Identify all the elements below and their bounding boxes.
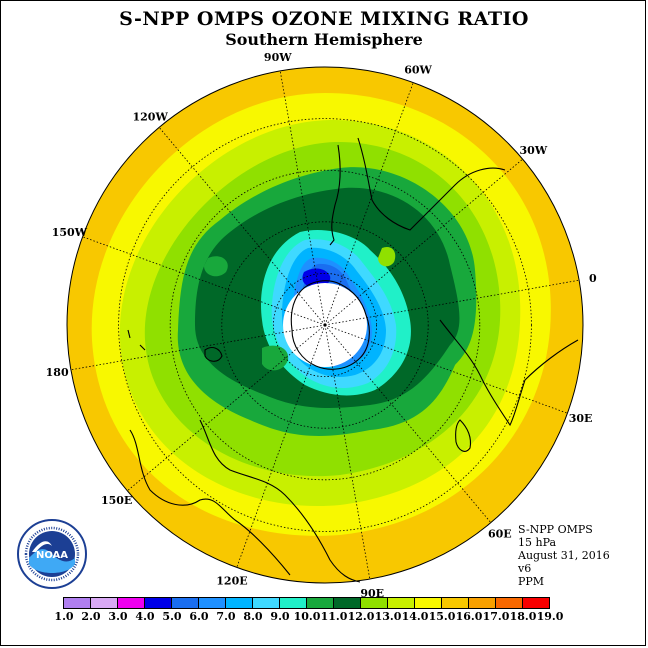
meridian-line [324, 82, 414, 326]
colorbar-swatch [63, 597, 91, 609]
colorbar-tick-label: 8.0 [243, 610, 263, 623]
longitude-label: 90E [360, 587, 384, 600]
contour-patch [378, 246, 396, 267]
latitude-circle [272, 272, 377, 377]
madagascar-coast [455, 419, 472, 452]
colorbar-ticks: 1.0 2.0 3.0 4.0 5.0 6.0 7.0 8.0 9.0 10.0 11.0 12.0 1… [0, 610, 648, 624]
colorbar-swatch [144, 597, 172, 609]
hemisphere-boundary [66, 66, 584, 584]
south-america-east-coast [357, 137, 506, 231]
meridian-line [324, 324, 492, 523]
colorbar-swatch [306, 597, 334, 609]
australia-coast [199, 419, 361, 583]
colorbar-tick-label: 10.0 [293, 610, 321, 623]
colorbar-tick-label: 1.0 [54, 610, 74, 623]
info-product: S-NPP OMPS [518, 523, 593, 536]
south-america-coast [329, 144, 341, 246]
colorbar-swatch [495, 597, 523, 609]
noaa-logo-text: NOAA [36, 550, 68, 561]
colorbar-swatch [198, 597, 226, 609]
colorbar-swatch [522, 597, 550, 609]
antarctica-coast [290, 280, 370, 370]
colorbar-swatch [387, 597, 415, 609]
colorbar-tick-label: 15.0 [428, 610, 456, 623]
colorbar-swatch [279, 597, 307, 609]
longitude-label: 120W [132, 111, 168, 124]
longitude-label: 30E [569, 412, 593, 425]
meridian-line [82, 236, 326, 326]
longitude-label: 60E [488, 527, 512, 540]
meridian-line [127, 324, 326, 492]
longitude-label: 60W [404, 63, 432, 76]
ozone-field [67, 67, 583, 583]
map-subtitle: Southern Hemisphere [225, 30, 423, 49]
colorbar-tick-label: 19.0 [536, 610, 564, 623]
latitude-circle [118, 118, 532, 532]
contour-patch [204, 256, 228, 277]
colorbar-swatch [171, 597, 199, 609]
colorbar-tick-label: 2.0 [81, 610, 101, 623]
meridian-line [324, 324, 371, 580]
colorbar-tick-label: 16.0 [455, 610, 483, 623]
longitude-label: 150W [52, 226, 88, 239]
australia-west-coast [129, 429, 291, 576]
meridian-line [158, 127, 326, 326]
colorbar-tick-label: 4.0 [135, 610, 155, 623]
longitude-label: 30W [520, 144, 548, 157]
info-units: PPM [518, 575, 545, 588]
longitude-label: 150E [101, 494, 132, 507]
colorbar-tick-label: 6.0 [189, 610, 209, 623]
meridian-line [324, 158, 523, 326]
colorbar-swatch [333, 597, 361, 609]
ozone-minimum-region [302, 268, 331, 288]
colorbar-tick-label: 5.0 [162, 610, 182, 623]
island-coast [127, 329, 146, 351]
longitude-label: 120E [216, 575, 247, 588]
colorbar-tick-label: 17.0 [482, 610, 510, 623]
longitude-labels: 90W 60W 30W 0 30E 60E 90E 120E 150E 180 150W 120W [46, 51, 597, 600]
africa-south-coast [439, 319, 579, 427]
meridian-line [324, 324, 568, 414]
colorbar-tick-label: 13.0 [374, 610, 402, 623]
colorbar-swatch [441, 597, 469, 609]
meridian-line [279, 70, 326, 326]
colorbar-tick-label: 11.0 [320, 610, 348, 623]
contour-patch [262, 345, 289, 371]
coastlines [127, 137, 579, 583]
colorbar-swatch [414, 597, 442, 609]
colorbar-tick-label: 7.0 [216, 610, 236, 623]
longitude-label: 180 [46, 366, 69, 379]
info-version: v6 [518, 562, 532, 575]
latitude-circle [221, 221, 429, 429]
colorbar [63, 597, 550, 609]
colorbar-tick-label: 3.0 [108, 610, 128, 623]
longitude-label: 90W [264, 51, 292, 64]
meridian-line [236, 324, 326, 568]
colorbar-swatch [117, 597, 145, 609]
longitude-label: 0 [589, 272, 597, 285]
info-date: August 31, 2016 [518, 549, 610, 562]
info-level: 15 hPa [518, 536, 557, 549]
colorbar-tick-label: 14.0 [401, 610, 429, 623]
map-title: S-NPP OMPS OZONE MIXING RATIO [119, 8, 529, 30]
colorbar-tick-label: 12.0 [347, 610, 375, 623]
noaa-logo: NOAA [17, 519, 87, 589]
latitude-circle [169, 169, 481, 481]
colorbar-tick-label: 18.0 [509, 610, 537, 623]
colorbar-swatch [252, 597, 280, 609]
meridian-line [70, 324, 326, 371]
colorbar-swatch [225, 597, 253, 609]
colorbar-swatch [468, 597, 496, 609]
south-pole-marker [323, 323, 327, 327]
info-block: S-NPP OMPS 15 hPa August 31, 2016 v6 PPM [518, 523, 610, 588]
colorbar-swatch [360, 597, 388, 609]
colorbar-swatch [90, 597, 118, 609]
colorbar-tick-label: 9.0 [270, 610, 290, 623]
new-zealand-coast [204, 347, 223, 362]
